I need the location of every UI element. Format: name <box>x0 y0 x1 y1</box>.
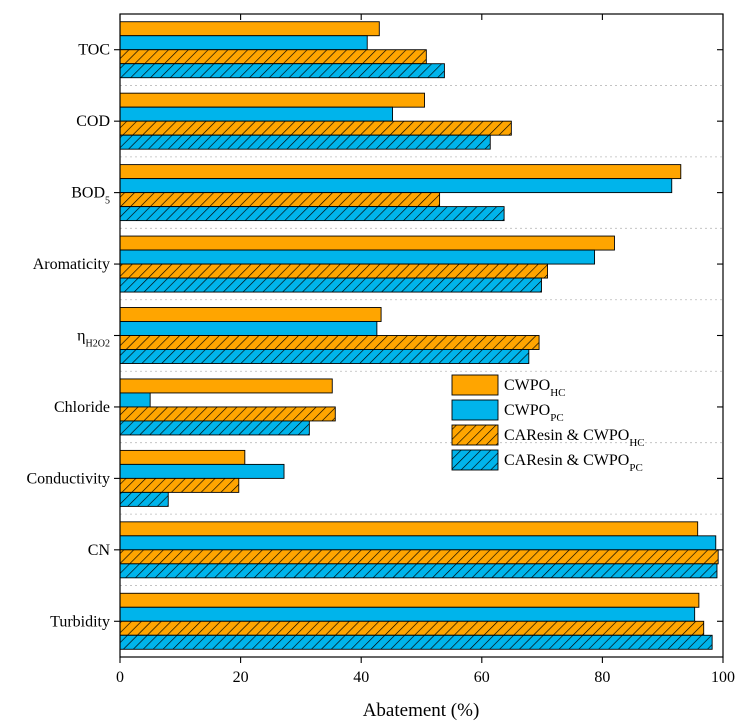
bar <box>119 106 394 122</box>
bar <box>119 307 382 322</box>
bar <box>119 235 615 251</box>
axes: 0 20 40 60 80 100 TOC COD BOD5 Aromaticity ηH2O2 Ch… <box>26 14 735 686</box>
y-tick-label: BOD5 <box>71 185 110 207</box>
legend-swatch <box>451 399 499 421</box>
bar <box>119 535 717 551</box>
x-tick-label: 60 <box>474 669 490 686</box>
bar <box>119 392 151 408</box>
bar <box>119 335 540 350</box>
bar <box>119 592 700 608</box>
bar <box>119 277 542 293</box>
legend-swatch <box>451 424 499 446</box>
x-tick-label: 0 <box>116 669 124 686</box>
x-tick-label: 40 <box>353 669 369 686</box>
y-tick-label: Aromaticity <box>33 256 110 273</box>
legend: CWPOHC CWPOPC CAResin & CWPOHC CAResin & CW… <box>451 374 645 474</box>
legend-swatch <box>451 449 499 471</box>
bar <box>119 120 512 136</box>
legend-label: CAResin & CWPOHC <box>504 427 645 449</box>
bar <box>119 49 427 65</box>
x-tick-label: 20 <box>233 669 249 686</box>
x-tick-label: 80 <box>594 669 610 686</box>
legend-label: CWPOHC <box>504 377 566 399</box>
bar <box>119 563 718 579</box>
y-tick-label: Conductivity <box>26 470 110 487</box>
grid-lines <box>120 85 723 586</box>
bar <box>119 606 696 622</box>
y-tick-label: Turbidity <box>50 613 110 630</box>
bar <box>119 321 378 336</box>
bar <box>119 420 310 436</box>
x-axis-title: Abatement (%) <box>363 700 480 721</box>
bar <box>119 35 368 51</box>
y-tick-label: TOC <box>78 42 110 59</box>
bar <box>119 477 240 493</box>
y-tick-label: Chloride <box>54 399 110 416</box>
legend-label: CWPOPC <box>504 402 564 424</box>
bar <box>119 263 548 279</box>
bar <box>119 620 705 636</box>
bar <box>119 249 596 265</box>
bars <box>119 21 719 650</box>
bar <box>119 21 380 37</box>
bar <box>119 192 441 208</box>
bar <box>119 378 333 394</box>
y-tick-label: CN <box>88 542 111 559</box>
bar <box>119 634 713 650</box>
bar <box>119 491 169 507</box>
bar <box>119 449 246 465</box>
y-tick-label: ηH2O2 <box>77 328 110 350</box>
bar <box>119 178 673 194</box>
bar <box>119 134 491 150</box>
legend-label: CAResin & CWPOPC <box>504 452 643 474</box>
bar <box>119 349 530 364</box>
bar <box>119 521 699 537</box>
bar <box>119 92 425 108</box>
y-tick-label: COD <box>76 113 110 130</box>
bar <box>119 206 505 222</box>
x-tick-label: 100 <box>711 669 735 686</box>
bar <box>119 463 285 479</box>
legend-swatch <box>451 374 499 396</box>
bar <box>119 406 336 422</box>
bar <box>119 164 682 180</box>
bar <box>119 549 719 565</box>
bar <box>119 63 445 79</box>
